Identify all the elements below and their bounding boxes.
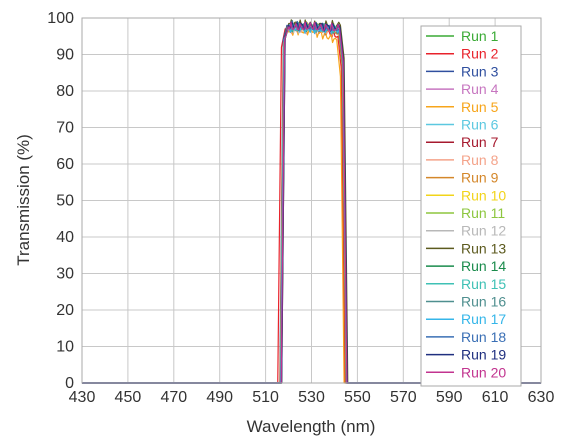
- y-tick-label: 80: [56, 83, 74, 100]
- x-tick-label: 590: [436, 389, 463, 406]
- y-tick-label: 90: [56, 47, 74, 64]
- legend-label-run-5: Run 5: [461, 99, 499, 115]
- y-tick-label: 40: [56, 229, 74, 246]
- y-tick-label: 30: [56, 266, 74, 283]
- y-axis-label: Transmission (%): [14, 134, 33, 266]
- x-tick-label: 570: [390, 389, 417, 406]
- x-tick-label: 430: [69, 389, 96, 406]
- y-tick-label: 20: [56, 302, 74, 319]
- y-tick-label: 70: [56, 120, 74, 137]
- x-tick-label: 490: [206, 389, 233, 406]
- series-line-run-20: [82, 21, 541, 384]
- x-tick-label: 530: [298, 389, 325, 406]
- legend-label-run-20: Run 20: [461, 364, 506, 380]
- x-tick-label: 510: [252, 389, 279, 406]
- y-tick-label: 10: [56, 339, 74, 356]
- legend-label-run-16: Run 16: [461, 294, 506, 310]
- legend-box: [420, 25, 522, 387]
- legend-label-run-6: Run 6: [461, 117, 499, 133]
- plot-area-border: [81, 17, 542, 384]
- legend-label-run-13: Run 13: [461, 240, 506, 256]
- legend-label-run-11: Run 11: [461, 205, 505, 221]
- tick-labels: 430 450 470 490 510 530 550 570 590 610 630 0 10 20 30…: [47, 10, 554, 406]
- legend-label-run-17: Run 17: [461, 311, 506, 327]
- legend-label-run-9: Run 9: [461, 170, 499, 186]
- legend-label-run-12: Run 12: [461, 223, 506, 239]
- x-axis-label: Wavelength (nm): [247, 417, 376, 436]
- x-tick-label: 450: [115, 389, 142, 406]
- legend-label-run-19: Run 19: [461, 347, 506, 363]
- x-tick-label: 550: [344, 389, 371, 406]
- legend-label-run-10: Run 10: [461, 187, 506, 203]
- legend-label-run-8: Run 8: [461, 152, 499, 168]
- y-tick-label: 50: [56, 193, 74, 210]
- legend-label-run-4: Run 4: [461, 81, 499, 97]
- y-tick-label: 0: [65, 375, 74, 392]
- legend-label-run-7: Run 7: [461, 134, 499, 150]
- legend-label-run-14: Run 14: [461, 258, 506, 274]
- legend-label-run-3: Run 3: [461, 63, 499, 79]
- legend-label-run-15: Run 15: [461, 276, 506, 292]
- legend-label-run-2: Run 2: [461, 46, 499, 62]
- x-tick-label: 630: [528, 389, 555, 406]
- legend-label-run-18: Run 18: [461, 329, 506, 345]
- x-tick-label: 470: [160, 389, 187, 406]
- y-tick-label: 100: [47, 10, 74, 27]
- legend-label-run-1: Run 1: [461, 28, 499, 44]
- x-tick-label: 610: [482, 389, 509, 406]
- series-lines: [82, 19, 541, 384]
- y-tick-label: 60: [56, 156, 74, 173]
